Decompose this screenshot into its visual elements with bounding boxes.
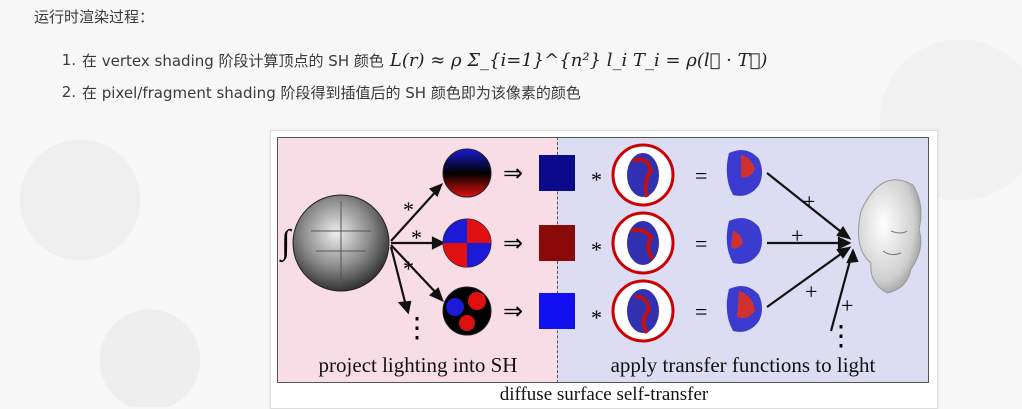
multiply-operator: * bbox=[591, 305, 602, 330]
final-lit-head bbox=[858, 179, 922, 294]
equals-operator: = bbox=[695, 231, 707, 256]
plus-operator: + bbox=[803, 189, 815, 214]
step-number: 2. bbox=[61, 83, 76, 101]
sh-diagram-figure: project lighting into SH apply transfer … bbox=[270, 130, 938, 409]
shaded-head-2 bbox=[726, 218, 762, 264]
plus-operator: + bbox=[841, 293, 853, 318]
asterisk-operator: * bbox=[403, 256, 414, 281]
shaded-head-1 bbox=[726, 150, 762, 196]
equals-operator: = bbox=[695, 163, 707, 188]
integral-symbol: ∫ bbox=[279, 224, 293, 263]
step-text: 在 pixel/fragment shading 阶段得到插值后的 SH 颜色即… bbox=[82, 83, 581, 102]
sh-coefficient-square bbox=[539, 293, 575, 329]
sh-formula: L(r) ≈ ρ Σ_{i=1}^{n²} l_i T_i = ρ(l⃗ · T… bbox=[389, 49, 768, 71]
diagram-graphics: ∫ * * * ⋮ ⇒ bbox=[279, 143, 922, 352]
steps-list: 1. 在 vertex shading 阶段计算顶点的 SH 颜色 L(r) ≈… bbox=[52, 44, 768, 108]
sh-basis-sphere-1 bbox=[442, 148, 492, 198]
plus-operator: + bbox=[791, 223, 803, 248]
transfer-function-head-3 bbox=[611, 279, 675, 343]
figure-caption: diffuse surface self-transfer bbox=[499, 384, 709, 405]
step-number: 1. bbox=[61, 51, 76, 69]
projection-arrows bbox=[389, 183, 446, 315]
ellipsis: ⋮ bbox=[403, 313, 431, 344]
transfer-function-head-2 bbox=[611, 211, 675, 275]
sh-basis-sphere-3 bbox=[442, 286, 492, 336]
implies-arrow: ⇒ bbox=[503, 231, 523, 257]
sum-arrows bbox=[766, 172, 859, 332]
asterisk-operator: * bbox=[403, 197, 414, 222]
implies-arrow: ⇒ bbox=[503, 299, 523, 325]
multiply-operator: * bbox=[591, 167, 602, 192]
asterisk-operator: * bbox=[411, 225, 422, 250]
list-item: 2. 在 pixel/fragment shading 阶段得到插值后的 SH … bbox=[52, 76, 767, 108]
shaded-head-3 bbox=[726, 286, 762, 332]
ellipsis: ⋮ bbox=[827, 321, 855, 352]
intro-text: 运行时渲染过程： bbox=[34, 8, 155, 26]
sh-coefficient-square bbox=[539, 225, 575, 261]
sh-coefficient-square bbox=[539, 155, 575, 191]
multiply-operator: * bbox=[591, 237, 602, 262]
implies-arrow: ⇒ bbox=[503, 161, 523, 187]
step-text: 在 vertex shading 阶段计算顶点的 SH 颜色 bbox=[82, 51, 384, 70]
equals-operator: = bbox=[695, 299, 707, 324]
left-panel-label: project lighting into SH bbox=[318, 353, 518, 377]
plus-operator: + bbox=[805, 279, 817, 304]
right-panel-label: apply transfer functions to light bbox=[610, 353, 876, 377]
list-item: 1. 在 vertex shading 阶段计算顶点的 SH 颜色 L(r) ≈… bbox=[52, 44, 768, 76]
transfer-function-head-1 bbox=[611, 143, 675, 207]
sh-basis-sphere-2 bbox=[442, 218, 492, 268]
